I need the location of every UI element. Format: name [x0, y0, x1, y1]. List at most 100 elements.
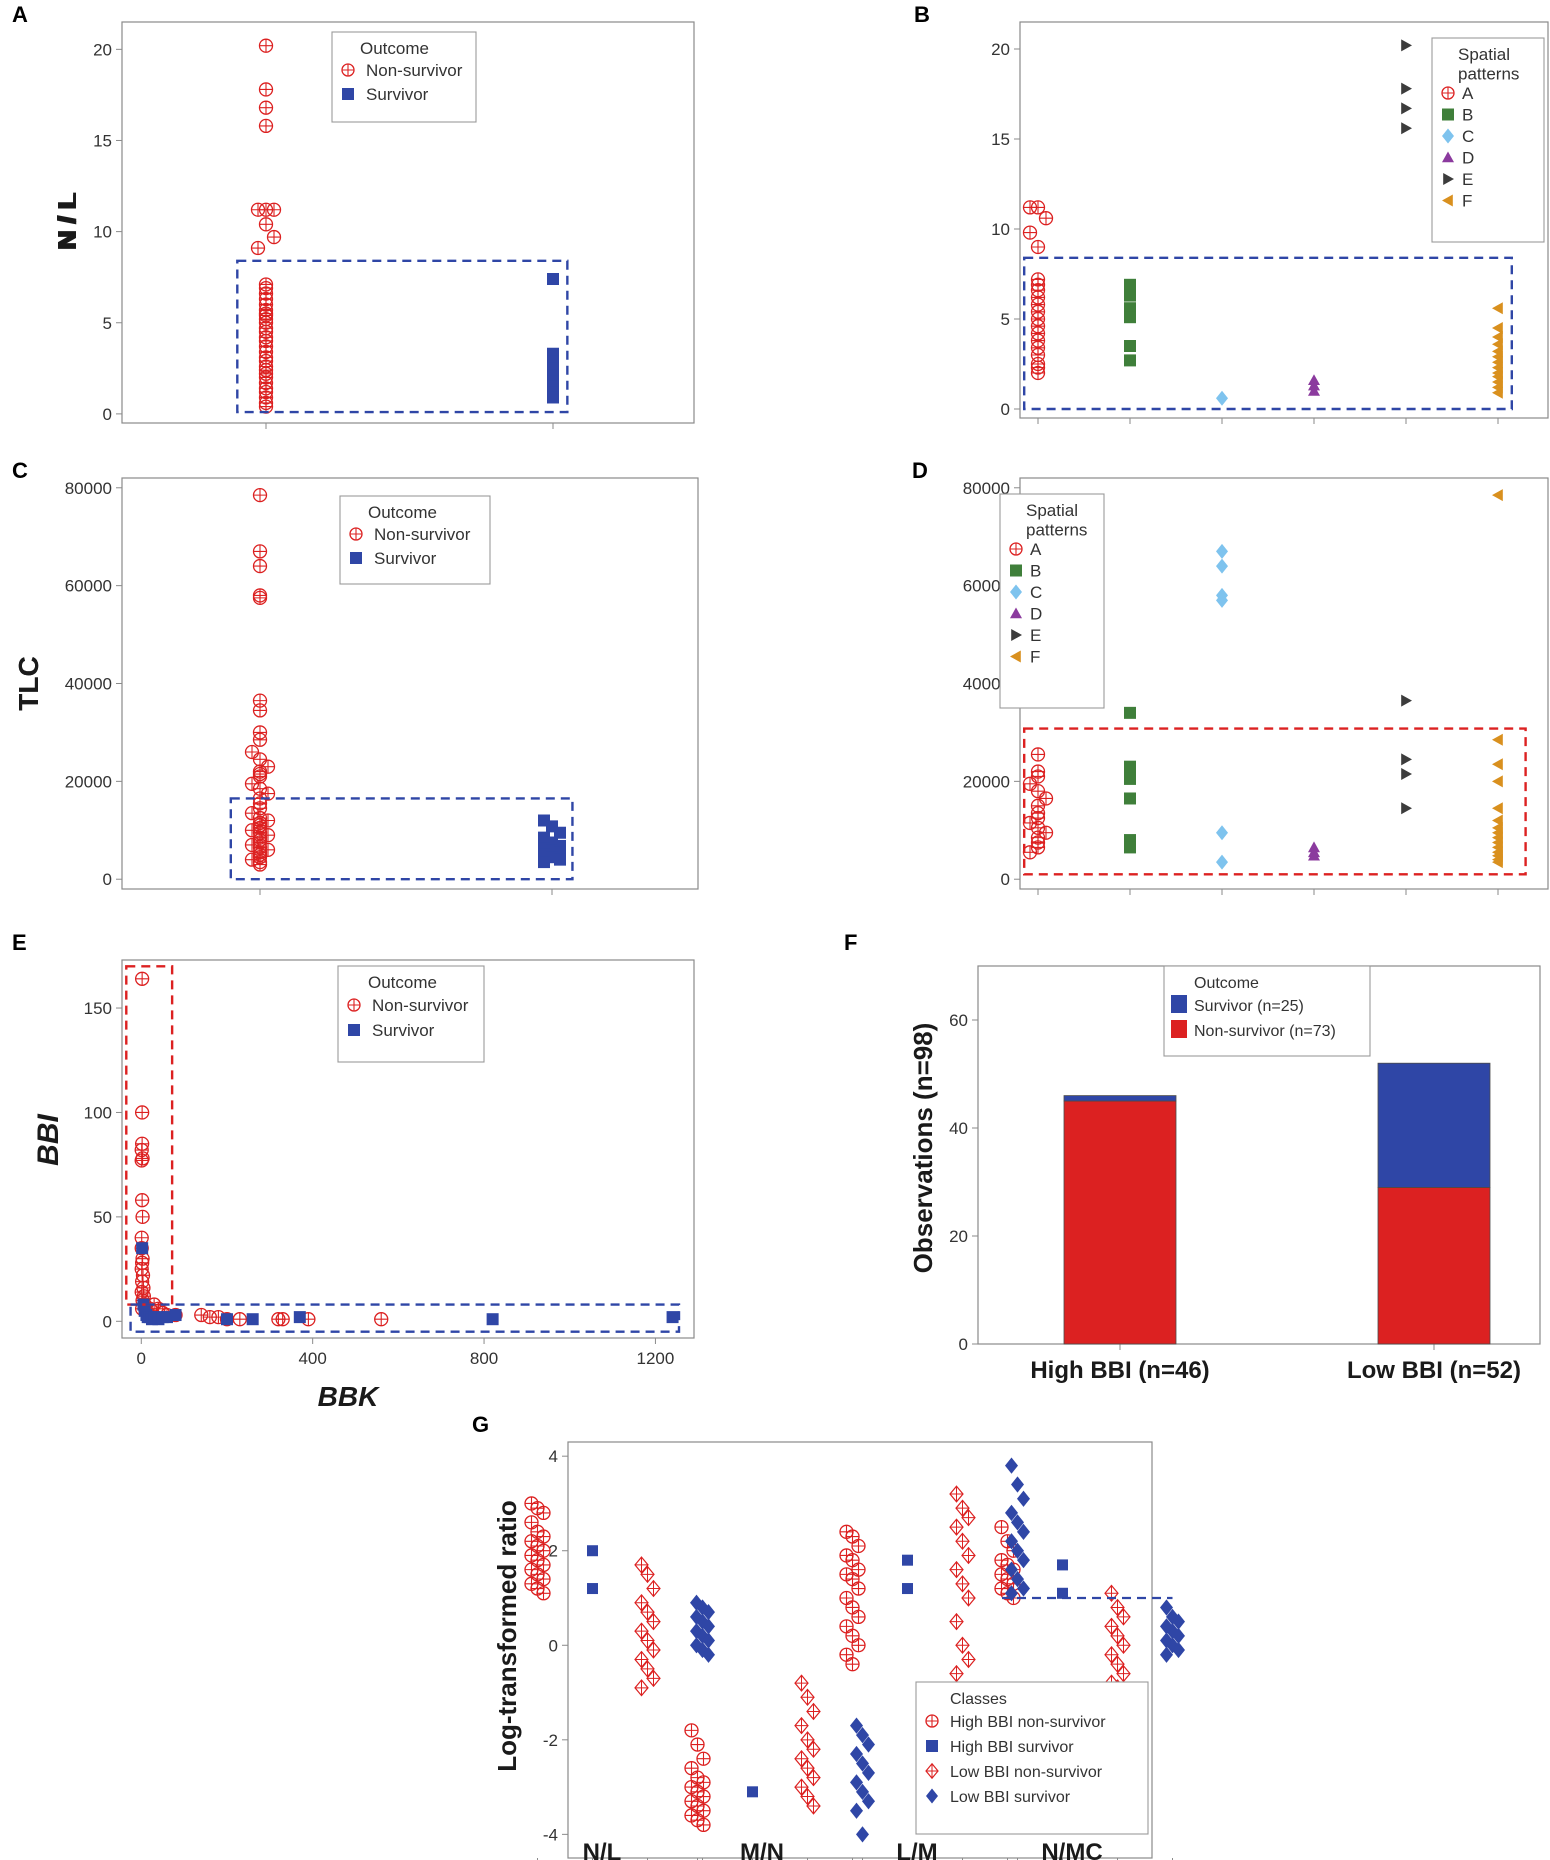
y-tick-label: -2 — [543, 1731, 558, 1750]
legend: Outcome Non-survivor Survivor — [331, 31, 477, 123]
legend-box — [1163, 965, 1371, 1057]
legend-entry-label: F — [1030, 648, 1040, 667]
data-point — [702, 1646, 715, 1663]
legend-marker — [1010, 607, 1022, 619]
series-Survivor — [136, 1242, 679, 1326]
data-point — [1057, 1559, 1068, 1571]
highlight-region — [236, 259, 569, 414]
data-point — [806, 1768, 821, 1787]
legend-marker — [341, 63, 355, 77]
legend-title: Spatial — [1458, 45, 1510, 64]
data-point — [1124, 772, 1136, 785]
data-point — [949, 1560, 964, 1579]
highlight-region — [1022, 727, 1527, 876]
data-point — [851, 1609, 866, 1625]
y-tick-label: 20 — [949, 1227, 968, 1246]
data-point — [845, 1529, 860, 1544]
series-Non-survivor — [244, 487, 276, 872]
data-point — [1172, 1641, 1185, 1659]
data-point — [1401, 768, 1412, 781]
data-point — [640, 1603, 655, 1621]
data-point — [1492, 386, 1503, 399]
data-point — [747, 1786, 758, 1798]
legend-entry-label: F — [1462, 192, 1472, 211]
legend-marker — [350, 552, 362, 564]
plot-frame — [1019, 477, 1549, 890]
chart-panel-G: -4 -2 0 2 4 G Log-transformed ratio N/L M/N L/M N/… — [472, 1412, 1185, 1860]
series-F — [1492, 489, 1503, 869]
group-label: N/L — [583, 1839, 622, 1860]
legend-entry-label: Low BBI survivor — [950, 1789, 1071, 1806]
chart-panel-F: 0 20 40 60 F Observations (n=98) High BBI (n=4… — [844, 930, 1541, 1384]
data-point — [1401, 39, 1412, 52]
data-point — [1116, 1608, 1131, 1626]
data-point — [634, 1679, 649, 1697]
data-point — [1110, 1598, 1125, 1617]
legend-title: Spatial — [1026, 501, 1078, 520]
legend: Outcome Survivor (n=25) Non-survivor (n=73… — [1163, 965, 1371, 1057]
chart-panel-D: 0 20000 40000 60000 80000 D TLC Spatialpatterns… — [13, 458, 1549, 895]
legend-entry-label: Survivor — [374, 549, 437, 568]
data-point — [1005, 1457, 1018, 1474]
data-point — [258, 100, 274, 115]
y-tick-label: 10 — [93, 223, 112, 242]
data-point — [258, 82, 274, 97]
data-point — [850, 1774, 863, 1791]
data-point — [902, 1554, 913, 1566]
legend-marker — [349, 527, 363, 541]
data-point — [244, 744, 260, 760]
data-point — [258, 38, 274, 53]
y-tick-label: 50 — [93, 1208, 112, 1227]
legend-entry-label: B — [1030, 562, 1041, 581]
data-point — [1401, 753, 1412, 766]
data-point — [1030, 769, 1046, 784]
data-point — [800, 1787, 815, 1806]
data-point — [702, 1632, 715, 1649]
data-point — [949, 1518, 964, 1536]
panel-label: B — [914, 2, 930, 27]
data-point — [1160, 1646, 1173, 1663]
data-point — [1011, 1542, 1024, 1559]
data-point — [250, 240, 266, 256]
data-point — [1492, 802, 1503, 815]
y-tick-label: 40000 — [65, 675, 112, 694]
legend-box — [999, 493, 1105, 709]
data-point — [587, 1583, 598, 1595]
data-point — [252, 590, 268, 606]
legend-marker — [1010, 564, 1022, 577]
data-point — [232, 1312, 247, 1327]
data-point — [1124, 340, 1136, 352]
data-point — [1308, 385, 1320, 396]
data-point — [646, 1641, 661, 1659]
legend: Outcome Non-survivor Survivor — [339, 495, 491, 585]
data-point — [536, 1571, 551, 1587]
data-point — [1124, 841, 1136, 854]
data-point — [260, 828, 276, 843]
legend-marker — [342, 88, 354, 100]
legend-title: Outcome — [360, 39, 429, 58]
data-point — [646, 1612, 661, 1631]
series-C — [1216, 543, 1228, 870]
data-point — [1216, 854, 1228, 870]
y-tick-label: 40000 — [963, 675, 1010, 694]
data-point — [696, 1789, 711, 1804]
data-point — [856, 1726, 869, 1744]
highlight-region — [229, 797, 574, 881]
data-point — [684, 1761, 699, 1776]
highlight-region — [129, 1303, 681, 1333]
y-tick-label: 0 — [549, 1636, 558, 1655]
panel-label: A — [12, 2, 28, 27]
panel-label: E — [12, 930, 27, 955]
series-B — [1124, 278, 1136, 367]
data-point — [902, 1583, 913, 1595]
data-point — [949, 1485, 964, 1503]
data-point — [961, 1589, 976, 1607]
y-tick-label: 4 — [549, 1447, 558, 1466]
data-point — [536, 1586, 551, 1601]
y-axis-label: TLC — [13, 656, 44, 710]
data-point — [839, 1619, 854, 1634]
legend-marker — [925, 1714, 939, 1728]
data-point — [1005, 1561, 1018, 1578]
data-point — [536, 1505, 551, 1521]
